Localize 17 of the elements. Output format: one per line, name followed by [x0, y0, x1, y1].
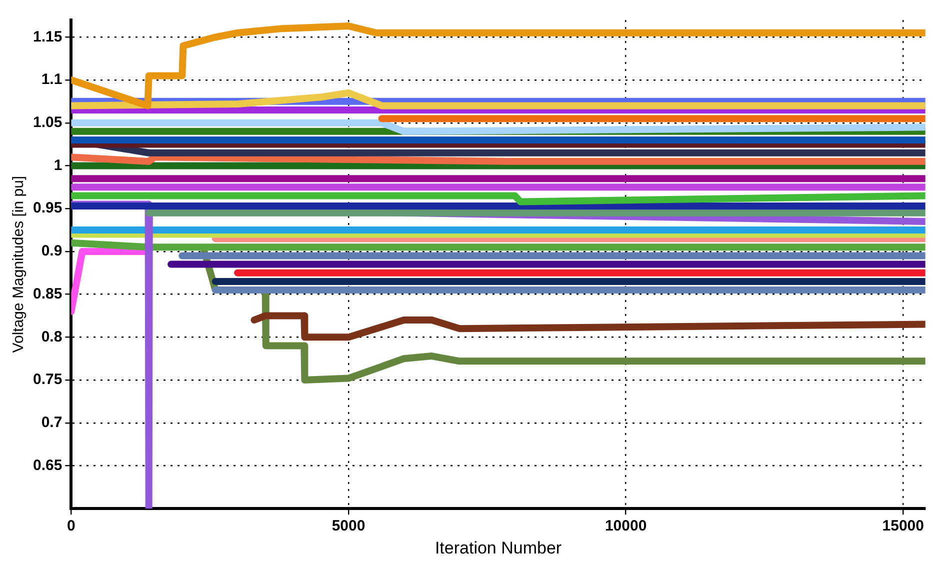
y-tick-label: 1.15: [32, 28, 62, 46]
y-axis-title: Voltage Magnitudes [in pu]: [10, 176, 28, 353]
x-axis-title: Iteration Number: [434, 538, 562, 558]
x-tick-label: 0: [67, 518, 76, 535]
y-tick-label: 0.75: [32, 371, 62, 388]
y-tick-label: 1.1: [41, 71, 62, 88]
y-tick-label: 1: [54, 156, 62, 174]
y-tick-label: 0.85: [32, 285, 62, 302]
y-tick-label: 0.65: [32, 456, 62, 474]
y-tick-label: 1.05: [32, 114, 62, 132]
y-tick-label: 0.8: [41, 328, 62, 346]
y-tick-label: 0.9: [41, 242, 62, 260]
x-tick-label: 5000: [332, 518, 366, 535]
y-tick-label: 0.95: [32, 200, 62, 217]
y-tick-label: 0.7: [41, 414, 62, 432]
x-tick-label: 15000: [882, 518, 924, 535]
x-tick-label: 10000: [604, 518, 647, 535]
